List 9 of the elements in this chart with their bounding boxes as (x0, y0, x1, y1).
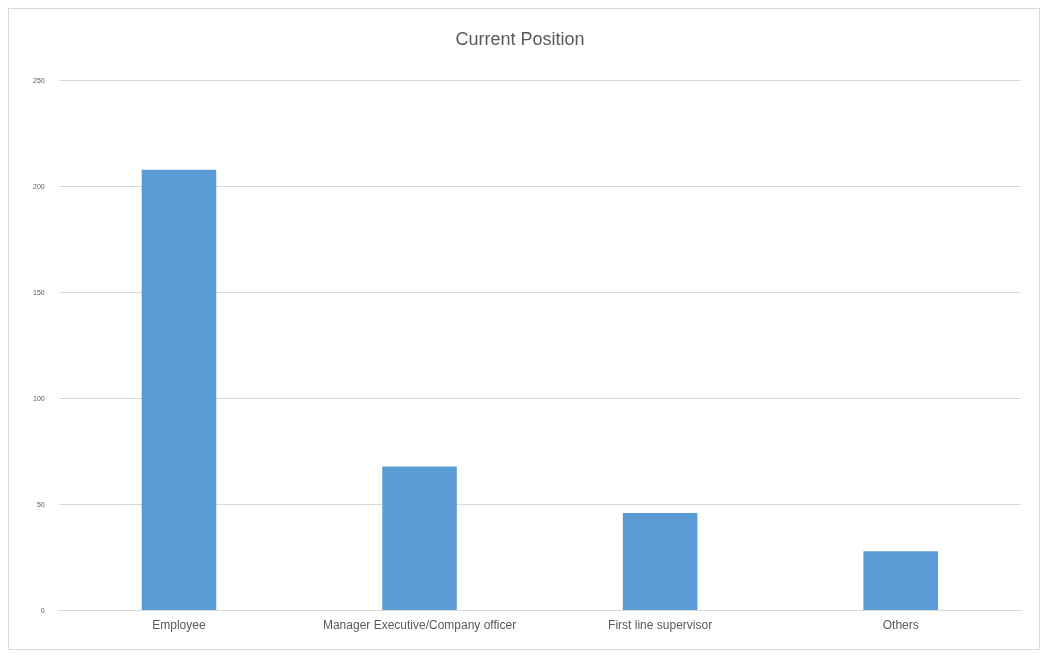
bar (863, 551, 938, 611)
x-tick-label: First line supervisor (608, 618, 713, 633)
x-tick-label: Manager Executive/Company officer (322, 618, 517, 633)
x-tick-label: Others (882, 618, 919, 633)
bar (382, 466, 457, 611)
chart-title: Current Position (455, 28, 585, 49)
bar (141, 169, 217, 611)
x-tick-label: Employee (152, 618, 206, 633)
bar (622, 513, 698, 611)
